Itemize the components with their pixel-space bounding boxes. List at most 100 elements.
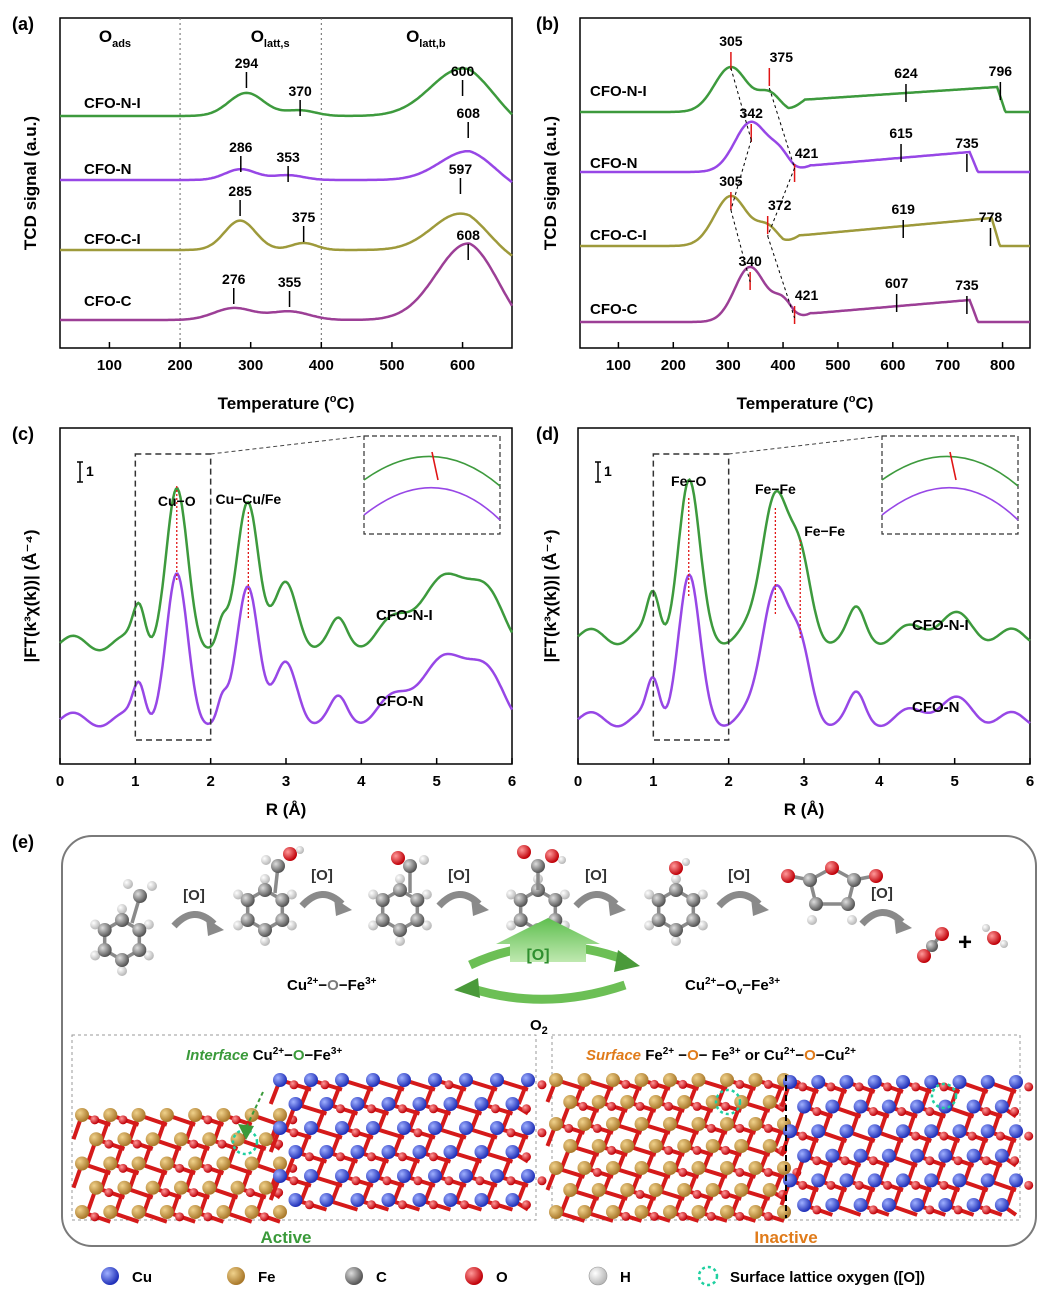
carbon-atom [410,913,425,927]
active-interface-lattice [71,1073,547,1224]
iron-atom [244,1156,259,1171]
copper-atom [366,1073,380,1087]
oxidant-label: [O] [585,867,607,884]
oxygen-atom [882,1082,892,1092]
carbon-atom [133,889,147,903]
shell-label: Cu−O [158,493,196,509]
oxygen-atom [649,1211,659,1221]
copper-atom [397,1073,411,1087]
hydrogen-atom [90,950,101,961]
carbon-atom [240,913,255,927]
iron-atom [202,1180,217,1195]
copper-atom [474,1193,489,1207]
hydrogen-atom [286,889,297,900]
iron-atom [606,1117,620,1131]
copper-atom [881,1198,896,1212]
right-state-formula: Cu2+−Ov−Fe3+ [685,976,780,997]
peak-label: 421 [795,145,819,161]
series-CFO-N: CFO-N 286 353 608 [60,105,513,184]
oxygen-atom [981,1107,991,1117]
molecule-phenol [644,858,708,946]
carbon-atom [809,897,823,911]
oxygen-atom [189,1188,199,1198]
iron-atom [705,1183,720,1197]
iron-atom [762,1139,777,1153]
copper-atom [867,1124,882,1139]
series-CFO-N: CFO-N [577,573,1031,728]
iron-atom [188,1108,203,1122]
oxygen-atom [203,1163,213,1173]
iron-atom [591,1095,606,1109]
iron-atom [216,1108,231,1122]
legend-item: Surface lattice oxygen ([O]) [697,1265,925,1287]
oxygen-atom [981,1156,991,1166]
oxygen-atom [366,1104,376,1114]
oxygen-atom [413,1128,423,1138]
copper-atom [910,1099,925,1114]
legend-label: Surface lattice oxygen ([O]) [730,1269,925,1286]
oxygen-atom [840,1156,850,1166]
iron-atom [648,1139,663,1153]
iron-atom [648,1183,663,1197]
iron-atom [734,1183,749,1197]
shell-label: Fe−Fe [755,481,796,497]
reaction-step-arrow: [O] [573,867,626,916]
hydrogen-atom [644,920,655,931]
copper-atom [505,1145,520,1159]
tpr-curve [580,194,1030,248]
cycle-arrowhead-left [454,978,480,998]
arrow-head [894,916,912,934]
copper-atom [350,1193,365,1207]
oxygen-atom [506,1176,516,1186]
copper-atom [797,1099,812,1114]
oxygen-atom [1024,1180,1034,1190]
legend-swatch [101,1267,119,1285]
oxygen-atom [397,1200,407,1210]
carbon-atom [926,940,938,952]
oxygen-atom [521,1104,531,1114]
y-axis-label: |FT(k³χ(k))| (Å⁻⁴) [21,530,40,663]
oxygen-atom [798,1180,808,1190]
arrow-head [751,898,769,916]
hydrogen-atom [117,904,127,914]
copper-atom [366,1169,380,1183]
copper-atom [304,1169,318,1183]
x-tick-label: 5 [950,773,958,790]
series-label: CFO-N [84,161,132,178]
oxygen-atom [953,1205,963,1215]
panel-c-label: (c) [12,424,34,444]
iron-atom [691,1205,706,1219]
reaction-step-arrow: [O] [299,867,352,916]
atom-legend: Cu Fe C O H Surface lattice oxygen ([O]) [101,1265,925,1287]
x-tick-label: 500 [825,357,850,374]
copper-atom [273,1121,287,1135]
oxygen-atom [649,1079,659,1089]
oxygen-atom [259,1212,269,1222]
oxygen-atom [987,931,1001,945]
iron-atom [549,1117,563,1131]
oxygen-atom [118,1115,128,1125]
oxygen-atom [1024,1131,1034,1141]
series-CFO-N: CFO-N 342 421 615 735 [580,105,1030,182]
iron-atom [174,1132,188,1147]
oxygen-atom [678,1079,688,1089]
oxygen-atom [90,1212,100,1222]
hydrogen-atom [506,920,517,931]
carbon-atom [686,893,701,907]
iron-atom [663,1117,677,1131]
oxygen-atom [537,1080,547,1090]
iron-atom [188,1156,203,1171]
oxygen-atom [692,1189,702,1199]
oxygen-atom [735,1123,745,1133]
oxygen-atom [763,1211,773,1221]
peak-label: 607 [885,275,909,291]
panel-d-label: (d) [536,424,559,444]
legend-label: C [376,1269,387,1286]
plus-sign: + [958,929,972,956]
carbon-atom [669,923,683,937]
copper-atom [966,1198,981,1212]
tpr-curve [580,65,1030,114]
hydrogen-atom [395,936,405,946]
